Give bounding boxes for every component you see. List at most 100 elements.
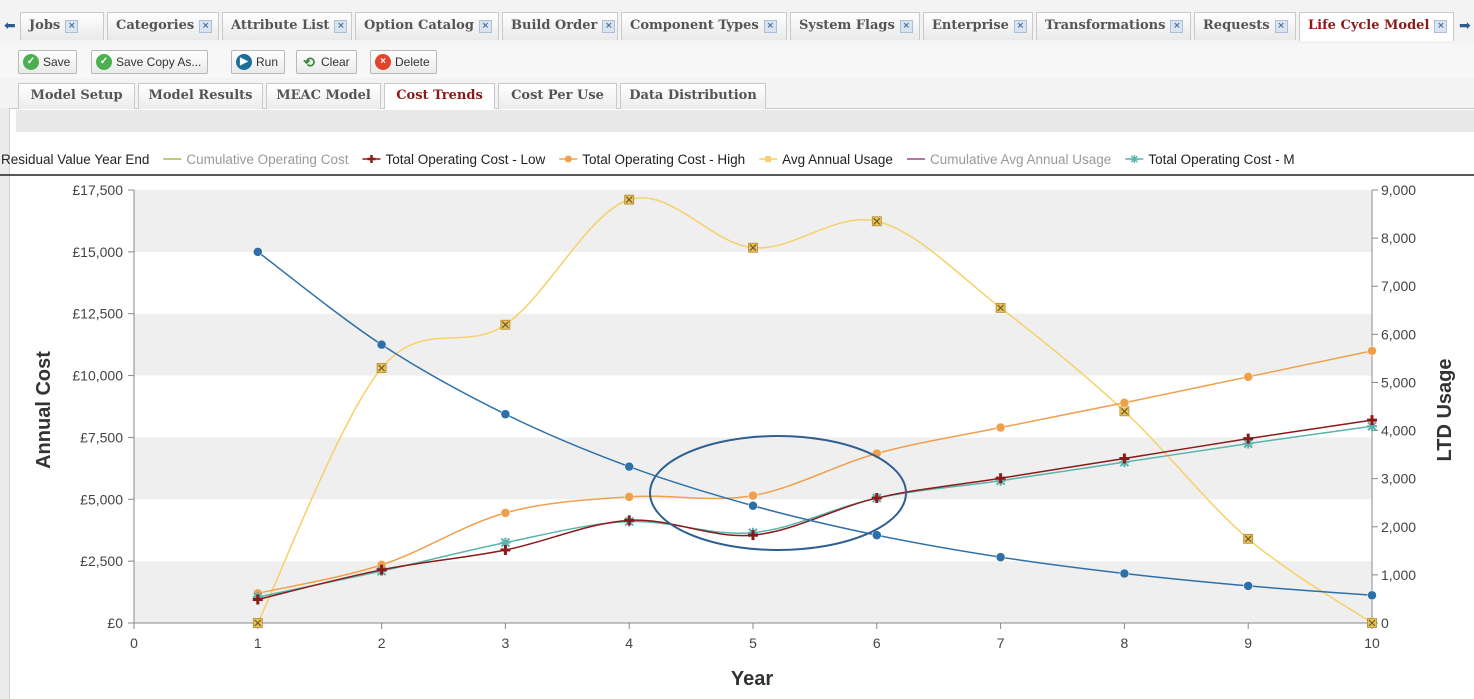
close-icon[interactable]: × bbox=[199, 20, 213, 33]
close-icon[interactable]: × bbox=[1274, 20, 1288, 33]
legend-label-cumulative-avg-annual-usage: Cumulative Avg Annual Usage bbox=[930, 152, 1111, 167]
y2-tick-label: 4,000 bbox=[1381, 423, 1416, 439]
clear-button-label: Clear bbox=[321, 55, 350, 69]
panel-header-bar bbox=[16, 110, 1474, 132]
total-operating-cost-high-point bbox=[995, 422, 1006, 433]
legend-label-residual-value-year-end: Residual Value Year End bbox=[1, 152, 149, 167]
avg-annual-usage-point-cross bbox=[997, 304, 1005, 312]
tab-transformations[interactable]: Transformations × bbox=[1036, 12, 1191, 40]
residual-value-year-end-point bbox=[1243, 581, 1253, 591]
avg-annual-usage-point-cross bbox=[1244, 535, 1252, 543]
x-tick-label: 8 bbox=[1121, 635, 1129, 651]
legend-marker-total-operating-cost-m bbox=[1130, 155, 1139, 163]
total-operating-cost-m-line bbox=[257, 425, 1373, 598]
check-icon: ✓ bbox=[23, 54, 39, 70]
clear-button[interactable]: ⟲ Clear bbox=[296, 50, 357, 74]
y-tick-label: £12,500 bbox=[72, 306, 123, 322]
avg-annual-usage-point-cross bbox=[625, 196, 633, 204]
total-operating-cost-high-point bbox=[1367, 346, 1377, 356]
avg-annual-usage-point-cross bbox=[1368, 619, 1376, 627]
tab-requests[interactable]: Requests × bbox=[1194, 12, 1296, 40]
residual-value-year-end-point bbox=[995, 552, 1006, 562]
plot-bands bbox=[134, 190, 1372, 623]
tab-option-catalog[interactable]: Option Catalog × bbox=[355, 12, 499, 40]
close-icon[interactable]: × bbox=[763, 20, 777, 33]
avg-annual-usage-point-cross bbox=[378, 364, 386, 372]
y-tick-label: £10,000 bbox=[72, 368, 123, 384]
close-icon[interactable]: × bbox=[1434, 20, 1448, 33]
tab-component-types[interactable]: Component Types × bbox=[621, 12, 787, 40]
tab-meac-model[interactable]: MEAC Model bbox=[266, 83, 381, 109]
total-operating-cost-low-point bbox=[871, 493, 882, 504]
grid-band bbox=[134, 437, 1372, 500]
tab-data-distribution[interactable]: Data Distribution bbox=[620, 83, 766, 109]
tab-label: System Flags bbox=[799, 18, 895, 33]
legend-marker-avg-annual-usage bbox=[765, 156, 772, 162]
residual-value-year-end-point bbox=[253, 247, 263, 257]
y-tick-label: £7,500 bbox=[80, 429, 123, 445]
play-icon: ▶ bbox=[236, 54, 252, 70]
avg-annual-usage-point-cross bbox=[873, 217, 881, 225]
tab-attribute-list[interactable]: Attribute List × bbox=[222, 12, 352, 40]
x-tick-label: 9 bbox=[1244, 635, 1252, 651]
y2-tick-label: 5,000 bbox=[1381, 374, 1416, 390]
save-button[interactable]: ✓ Save bbox=[18, 50, 78, 74]
tab-cost-per-use[interactable]: Cost Per Use bbox=[498, 83, 617, 109]
close-icon[interactable]: × bbox=[1170, 20, 1184, 33]
tab-model-setup[interactable]: Model Setup bbox=[18, 83, 135, 109]
close-icon[interactable]: × bbox=[602, 20, 616, 33]
x-tick-label: 5 bbox=[749, 635, 757, 651]
legend-label-cumulative-operating-cost: Cumulative Operating Cost bbox=[186, 152, 348, 167]
y2-tick-label: 3,000 bbox=[1381, 471, 1416, 487]
y2-tick-label: 0 bbox=[1381, 615, 1389, 631]
tab-categories[interactable]: Categories × bbox=[107, 12, 219, 40]
chart-series bbox=[252, 194, 1377, 628]
close-icon[interactable]: × bbox=[65, 20, 79, 33]
residual-value-year-end-point bbox=[872, 530, 882, 540]
total-operating-cost-high-point bbox=[1243, 372, 1253, 382]
close-icon[interactable]: × bbox=[478, 20, 492, 33]
check-icon: ✓ bbox=[96, 54, 112, 70]
tab-label: Enterprise bbox=[932, 18, 1009, 33]
tab-cost-trends[interactable]: Cost Trends bbox=[384, 83, 495, 109]
close-icon[interactable]: × bbox=[1013, 20, 1027, 33]
chart-axes: £0 £2,500 £5,000 £7,500 £10,000 £12,500 £15,00… bbox=[72, 182, 1416, 651]
tab-enterprise[interactable]: Enterprise × bbox=[923, 12, 1033, 40]
save-copy-button-label: Save Copy As... bbox=[116, 55, 202, 69]
save-button-label: Save bbox=[43, 55, 71, 69]
x-tick-label: 1 bbox=[254, 635, 262, 651]
close-icon[interactable]: × bbox=[899, 20, 913, 33]
delete-button[interactable]: × Delete bbox=[370, 50, 437, 74]
delete-button-label: Delete bbox=[395, 55, 430, 69]
run-button[interactable]: ▶ Run bbox=[231, 50, 286, 74]
legend-marker-total-operating-cost-high bbox=[564, 155, 572, 163]
tab-label: Build Order bbox=[511, 18, 598, 33]
close-icon[interactable]: × bbox=[334, 20, 348, 33]
scroll-right-icon[interactable]: ➡ bbox=[1459, 17, 1471, 33]
y-tick-label: £17,500 bbox=[72, 182, 123, 198]
x-tick-label: 10 bbox=[1364, 635, 1380, 651]
total-operating-cost-high-point bbox=[500, 508, 511, 518]
tab-model-results[interactable]: Model Results bbox=[138, 83, 263, 109]
y2-tick-label: 1,000 bbox=[1381, 567, 1416, 583]
avg-annual-usage-point-cross bbox=[254, 619, 262, 627]
grid-band bbox=[134, 375, 1372, 438]
tab-build-order[interactable]: Build Order × bbox=[502, 12, 618, 40]
scroll-left-icon[interactable]: ⬅ bbox=[4, 17, 16, 33]
total-operating-cost-low-point bbox=[252, 594, 263, 605]
tab-system-flags[interactable]: System Flags × bbox=[790, 12, 920, 40]
collapse-handle[interactable] bbox=[0, 108, 10, 699]
tab-life-cycle-model[interactable]: Life Cycle Model × bbox=[1299, 12, 1454, 41]
total-operating-cost-high-point bbox=[624, 492, 634, 502]
total-operating-cost-low-point bbox=[500, 545, 511, 556]
tab-label: Requests bbox=[1203, 18, 1270, 33]
x-tick-label: 4 bbox=[625, 635, 633, 651]
legend-label-total-operating-cost-high: Total Operating Cost - High bbox=[582, 152, 745, 167]
x-axis-title: Year bbox=[731, 668, 773, 690]
total-operating-cost-high-point bbox=[1119, 398, 1130, 408]
save-copy-button[interactable]: ✓ Save Copy As... bbox=[91, 50, 209, 74]
avg-annual-usage-point-cross bbox=[1120, 407, 1128, 415]
tab-label: Component Types bbox=[630, 18, 759, 33]
x-tick-label: 2 bbox=[378, 635, 386, 651]
tab-jobs[interactable]: Jobs × bbox=[20, 12, 104, 40]
